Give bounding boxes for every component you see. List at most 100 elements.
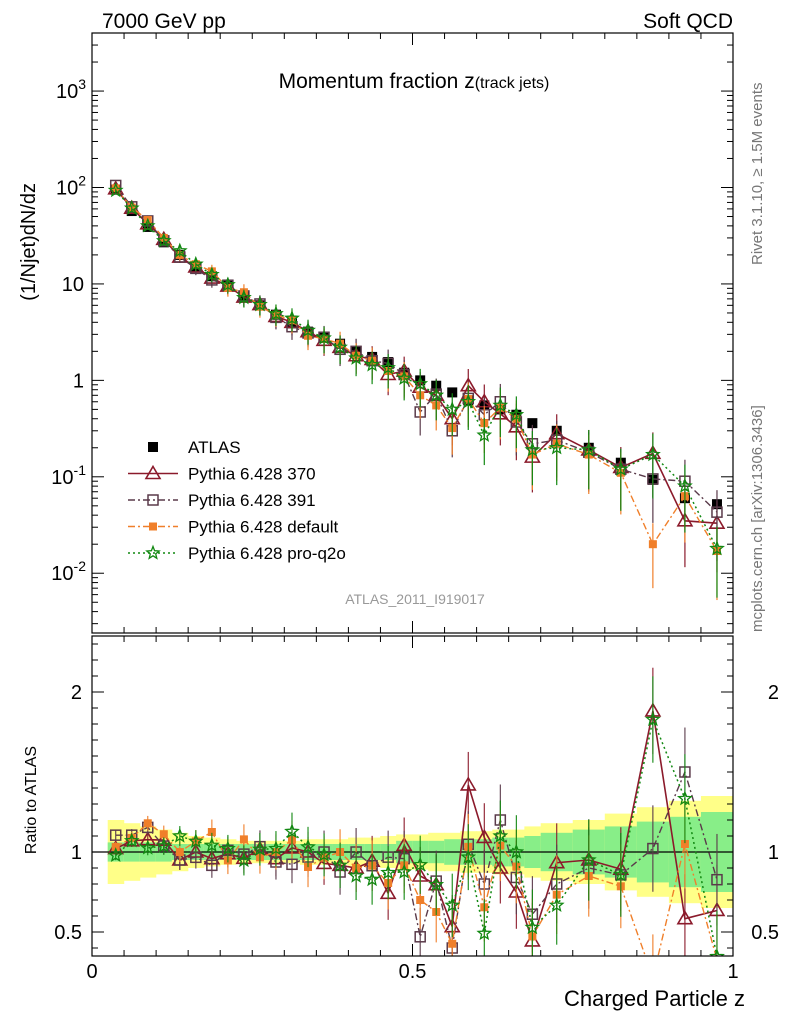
data-point-pq2o <box>548 439 565 455</box>
ratio-point-pq2o <box>612 866 629 882</box>
ratio-point-p391 <box>109 829 122 841</box>
header-left: 7000 GeV pp <box>102 10 226 33</box>
data-point-pq2o <box>187 255 204 271</box>
ratio-point-pq2o <box>235 852 252 868</box>
data-point-pq2o <box>203 266 220 282</box>
legend-label: Pythia 6.428 391 <box>188 491 316 510</box>
ratio-point-pq2o <box>644 711 661 727</box>
ratio-point-pq2o <box>332 856 348 873</box>
ratio-point-p391 <box>286 858 298 871</box>
data-point-pq2o <box>428 387 445 403</box>
y-tick-label-bottom-right: 1 <box>768 842 779 864</box>
ratio-point-pq2o <box>396 863 412 879</box>
top-axes: 10-2 10-1 1 10 102 103 <box>51 32 734 634</box>
ratio-line-pq2o <box>115 716 718 956</box>
data-point-pq2o <box>235 289 252 305</box>
ratio-point-pdefault <box>207 828 216 836</box>
data-point-atlas <box>527 418 538 429</box>
ratio-point-pq2o <box>524 919 541 935</box>
data-point-pq2o <box>300 322 316 338</box>
data-point-pq2o <box>348 349 365 365</box>
y-tick-label-top: 103 <box>56 76 86 103</box>
y-tick-label-top: 10-2 <box>51 558 86 585</box>
top-panel: 10-2 10-1 1 10 102 103 ATLAS Pythia 6.428 370 P… <box>51 32 734 634</box>
y-tick-label-top: 1 <box>73 370 84 392</box>
data-point-pdefault <box>111 184 120 193</box>
ratio-point-pq2o <box>348 867 364 883</box>
data-point-pq2o <box>252 296 268 312</box>
data-point-pq2o <box>316 329 332 345</box>
legend-marker <box>149 522 157 531</box>
ratio-point-pq2o <box>412 856 429 872</box>
data-point-pq2o <box>524 441 541 457</box>
rivet-version-text: Rivet 3.1.10, ≥ 1.5M events <box>749 83 766 266</box>
ratio-point-pdefault <box>448 939 457 948</box>
bottom-plot-area <box>92 667 733 956</box>
ratio-point-pq2o <box>203 836 220 853</box>
data-point-pq2o <box>460 393 477 409</box>
legend-label: Pythia 6.428 default <box>188 518 339 537</box>
data-point-pq2o <box>364 356 380 372</box>
legend-label: Pythia 6.428 370 <box>188 465 316 484</box>
ratio-point-pq2o <box>268 840 284 856</box>
ratio-point-pq2o <box>284 823 300 839</box>
ratio-point-pdefault <box>416 896 425 904</box>
data-point-pq2o <box>612 460 629 476</box>
data-point-pq2o <box>284 310 300 326</box>
ratio-point-pdefault <box>239 835 248 844</box>
ratio-point-pq2o <box>107 847 124 863</box>
legend-marker <box>148 442 158 452</box>
ratio-point-pdefault <box>712 955 721 956</box>
ratio-point-p391 <box>647 842 659 855</box>
legend-marker <box>144 464 162 480</box>
data-point-pq2o <box>644 446 661 462</box>
ratio-point-pq2o <box>316 846 332 862</box>
data-point-pq2o <box>380 359 396 375</box>
y-tick-label-bottom-left: 2 <box>71 682 82 704</box>
y-tick-label-bottom-right: 2 <box>768 682 779 704</box>
data-point-pq2o <box>268 305 284 321</box>
ratio-point-pq2o <box>508 843 525 859</box>
data-point-pq2o <box>709 540 725 556</box>
ratio-point-pdefault <box>680 840 689 848</box>
ratio-point-pq2o <box>364 871 381 887</box>
data-point-pq2o <box>412 375 429 391</box>
bottom-frame <box>91 635 734 957</box>
ratio-point-pdefault <box>175 848 184 856</box>
ratio-point-pq2o <box>709 948 725 956</box>
data-point-pq2o <box>155 232 172 248</box>
data-point-atlas <box>447 387 458 398</box>
ratio-point-pdefault <box>111 842 120 851</box>
chart-title-main: Momentum fraction <box>279 70 465 93</box>
x-tick-label: 1 <box>727 961 738 983</box>
x-tick-label: 0.5 <box>399 961 427 983</box>
ratio-point-pq2o <box>444 896 461 913</box>
ratio-point-p370 <box>475 828 493 844</box>
ratio-point-pq2o <box>492 827 509 843</box>
y-tick-label-top: 102 <box>56 172 86 199</box>
ratio-point-pq2o <box>171 827 188 843</box>
x-axis-label: Charged Particle z <box>564 986 745 1011</box>
data-point-pq2o <box>476 426 493 442</box>
ratio-point-pdefault <box>159 830 168 839</box>
ratio-point-p370 <box>459 776 477 791</box>
legend-marker <box>145 544 161 560</box>
chart-title-sub: (track jets) <box>475 75 550 92</box>
data-point-pq2o <box>332 338 348 355</box>
y-tick-label-bottom-left: 1 <box>71 842 82 864</box>
legend: ATLAS Pythia 6.428 370 Pythia 6.428 391 Pyt… <box>128 438 346 563</box>
y-tick-label-bottom-left: 0.5 <box>54 922 82 944</box>
data-point-pq2o <box>171 242 188 258</box>
data-point-pq2o <box>139 217 156 233</box>
ratio-point-pq2o <box>676 790 693 806</box>
ratio-point-p391 <box>206 859 218 872</box>
top-frame <box>91 32 734 634</box>
bottom-panel: 0.5 0.51 12 20 0.5 1 <box>54 635 779 983</box>
ratio-point-pq2o <box>476 925 493 941</box>
top-plot-area <box>107 179 726 601</box>
ratio-point-pq2o <box>548 896 565 913</box>
ratio-point-pq2o <box>139 839 156 855</box>
header-right: Soft QCD <box>643 10 733 33</box>
ratio-point-pq2o <box>300 838 316 854</box>
